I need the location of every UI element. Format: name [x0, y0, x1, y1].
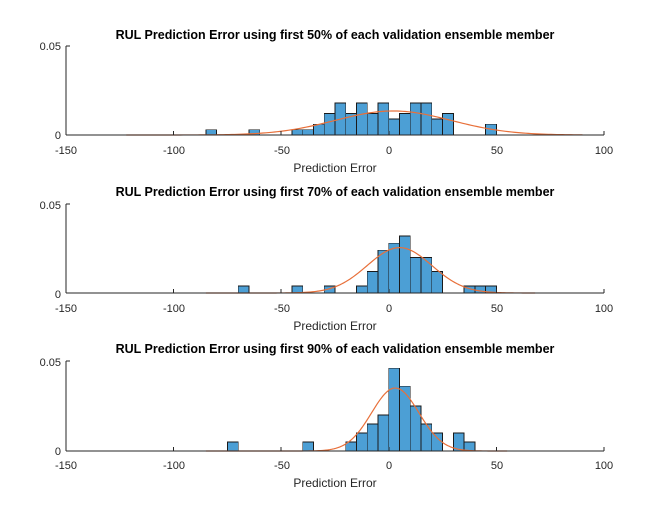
axes [65, 45, 605, 136]
x-tick-label: 100 [595, 460, 613, 472]
x-axis-label: Prediction Error [293, 476, 376, 490]
histogram-bar [409, 256, 422, 294]
x-axis-label: Prediction Error [293, 161, 376, 175]
x-tick-label: -150 [55, 460, 77, 472]
histogram-bar [302, 129, 314, 136]
y-tick-label: 0.05 [40, 200, 61, 212]
histogram-bar [409, 102, 422, 136]
histogram-bar [431, 118, 443, 136]
y-tick-label: 0 [55, 130, 61, 142]
histogram-bar [420, 423, 433, 452]
histogram-bars [205, 102, 497, 136]
x-tick-label: -150 [55, 303, 77, 315]
histogram-bar [388, 367, 400, 452]
histogram-bar [313, 123, 325, 136]
histogram-bar [388, 118, 400, 136]
histogram-bar [431, 271, 443, 294]
x-tick-label: -50 [274, 145, 290, 157]
histogram-bar [302, 441, 314, 452]
histogram-bar [356, 285, 368, 294]
histogram-bar [226, 441, 239, 452]
x-tick-label: -150 [55, 145, 77, 157]
histogram-bar [377, 102, 390, 136]
histogram-bar [420, 256, 433, 294]
histogram-bar [420, 102, 433, 136]
histogram-bar [377, 414, 390, 452]
chart-panel-3: RUL Prediction Error using first 90% of … [40, 342, 614, 490]
chart-title: RUL Prediction Error using first 90% of … [116, 342, 555, 356]
y-tick-label: 0.05 [40, 41, 61, 53]
histogram-bar [366, 423, 379, 452]
x-tick-label: 50 [491, 145, 503, 157]
histogram-bar [237, 285, 250, 294]
chart-title: RUL Prediction Error using first 70% of … [116, 185, 555, 199]
x-tick-label: -100 [163, 145, 185, 157]
axes [65, 360, 605, 452]
x-tick-label: 0 [386, 145, 392, 157]
x-tick-label: 0 [386, 460, 392, 472]
histogram-bar [399, 235, 411, 294]
x-tick-label: 0 [386, 303, 392, 315]
x-tick-label: -100 [163, 460, 185, 472]
histogram-bar [356, 102, 368, 136]
chart-panel-1: RUL Prediction Error using first 50% of … [40, 28, 614, 175]
x-tick-label: -50 [274, 460, 290, 472]
histogram-bar [442, 113, 454, 136]
x-axis-label: Prediction Error [293, 319, 376, 333]
histogram-bar [377, 249, 390, 294]
histogram-bars [237, 235, 497, 294]
y-tick-label: 0.05 [40, 357, 61, 369]
histogram-bar [291, 285, 304, 294]
x-tick-label: 100 [595, 145, 613, 157]
histogram-bar [323, 113, 336, 136]
y-tick-label: 0 [55, 446, 61, 458]
chart-title: RUL Prediction Error using first 50% of … [116, 28, 555, 42]
x-tick-label: -50 [274, 303, 290, 315]
histogram-bar [291, 129, 304, 136]
x-tick-label: -100 [163, 303, 185, 315]
histogram-bar [388, 242, 400, 294]
axes [65, 203, 605, 294]
chart-panel-2: RUL Prediction Error using first 70% of … [40, 185, 614, 333]
x-tick-label: 50 [491, 303, 503, 315]
x-tick-label: 100 [595, 303, 613, 315]
y-tick-label: 0 [55, 289, 61, 301]
histogram-bar [399, 113, 411, 136]
x-tick-label: 50 [491, 460, 503, 472]
histogram-bar [366, 271, 379, 294]
histogram-bar [366, 113, 379, 136]
histogram-bar [356, 432, 368, 452]
histogram-bar [399, 385, 411, 452]
